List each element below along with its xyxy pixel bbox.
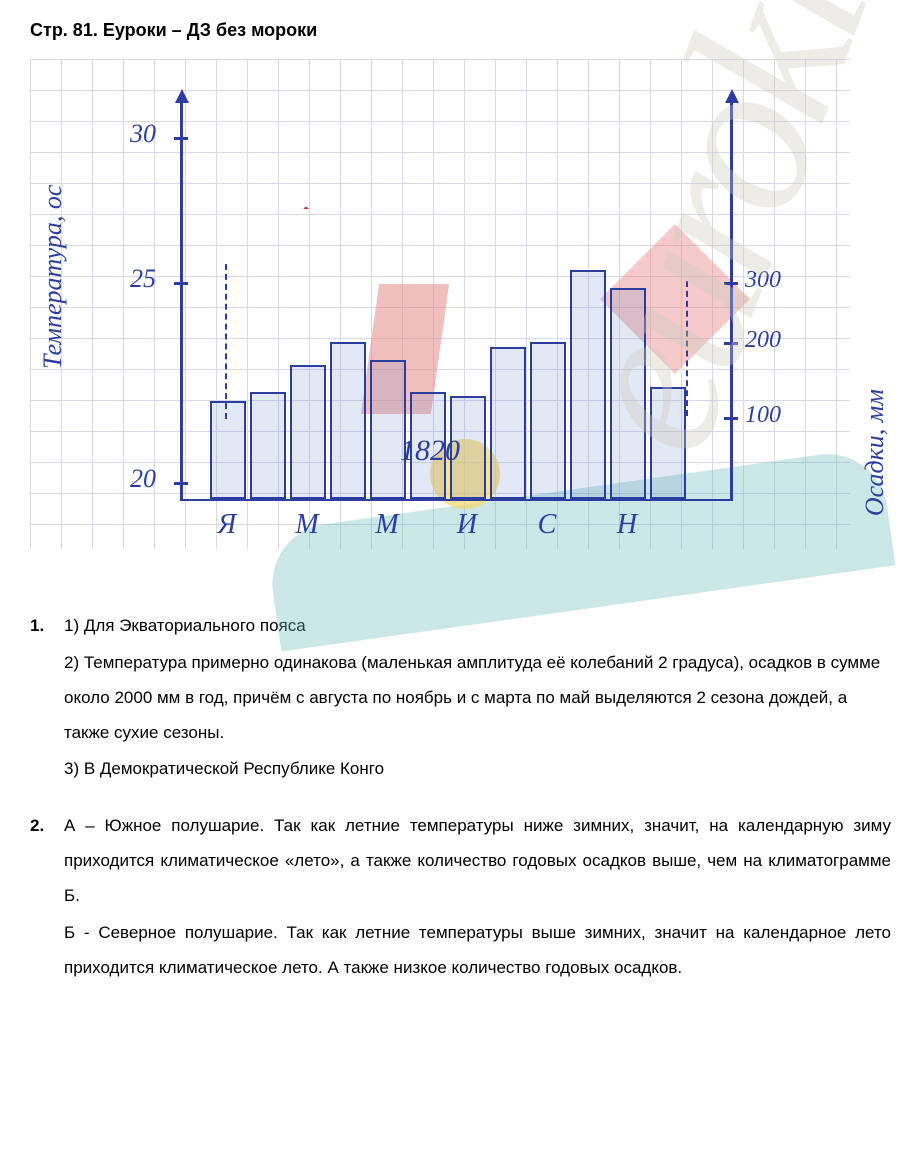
y-tick-left: 20 [130, 464, 156, 494]
tick-mark [724, 282, 738, 285]
precip-bar [370, 360, 406, 499]
tick-mark [724, 417, 738, 420]
y-tick-left: 25 [130, 264, 156, 294]
annual-precip-value: 1820 [400, 434, 460, 468]
answer-number: 1. [30, 609, 64, 789]
x-tick-label: М [292, 509, 322, 541]
answer-number: 2. [30, 809, 64, 987]
precip-bar [210, 401, 246, 500]
x-tick-label: И [452, 509, 482, 541]
precip-bar [570, 270, 606, 499]
precip-bar [650, 387, 686, 499]
x-tick-label: М [372, 509, 402, 541]
dash-line [686, 281, 688, 416]
answers-block: 1.1) Для Экваториального пояса2) Темпера… [30, 609, 891, 987]
answer-item: 1.1) Для Экваториального пояса2) Темпера… [30, 609, 891, 789]
answer-line: 1) Для Экваториального пояса [64, 609, 891, 644]
x-tick-label: Я [212, 509, 242, 541]
y-tick-right: 300 [745, 267, 781, 294]
right-axis-arrow-icon [725, 89, 739, 103]
x-axis-baseline [180, 499, 733, 501]
temperature-line [30, 59, 330, 209]
tick-mark [174, 482, 188, 485]
y-tick-right: 200 [745, 327, 781, 354]
x-tick-label: С [532, 509, 562, 541]
y-tick-right: 100 [745, 402, 781, 429]
precip-bar [530, 342, 566, 499]
answer-line: А – Южное полушарие. Так как летние темп… [64, 809, 891, 914]
precip-bar [290, 365, 326, 500]
climatogram-chart: Температура, ос Осадки, мм 30 25 20 300 … [30, 59, 850, 549]
y-axis-left-label: Температура, ос [38, 185, 68, 369]
tick-mark [174, 282, 188, 285]
x-tick-label: Н [612, 509, 642, 541]
y-axis-right-label: Осадки, мм [860, 389, 890, 516]
answer-line: 2) Температура примерно одинакова (мален… [64, 646, 891, 751]
precip-bar [330, 342, 366, 499]
answer-line: Б - Северное полушарие. Так как летние т… [64, 916, 891, 986]
answer-item: 2.А – Южное полушарие. Так как летние те… [30, 809, 891, 987]
answer-body: А – Южное полушарие. Так как летние темп… [64, 809, 891, 987]
right-axis [730, 99, 733, 499]
tick-mark [724, 342, 738, 345]
page-header: Стр. 81. Еуроки – ДЗ без мороки [30, 20, 891, 41]
precip-bar [250, 392, 286, 500]
dash-line [225, 264, 227, 419]
precip-bar [490, 347, 526, 500]
answer-line: 3) В Демократической Республике Конго [64, 752, 891, 787]
precip-bar [610, 288, 646, 499]
answer-body: 1) Для Экваториального пояса2) Температу… [64, 609, 891, 789]
